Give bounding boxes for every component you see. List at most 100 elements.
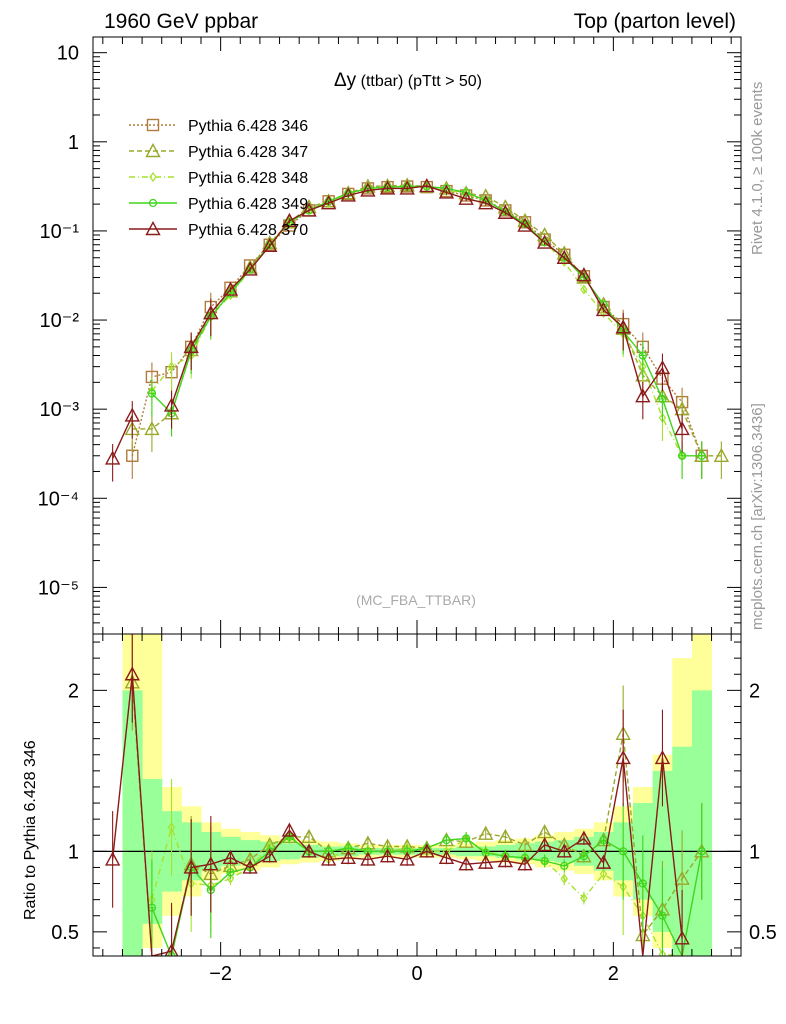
data-point: [497, 828, 514, 844]
data-point: [580, 284, 588, 295]
data-point: [360, 182, 376, 197]
data-point: [497, 204, 514, 219]
data-point: [167, 822, 176, 833]
data-point: [226, 873, 235, 884]
ratio-y-tick-label: 2: [68, 680, 79, 702]
data-point: [595, 301, 612, 317]
data-point: [419, 177, 435, 193]
data-point: [379, 180, 396, 195]
legend-label: Pythia 6.428 347: [188, 144, 308, 161]
ratio-y-tick-label-right: 0.5: [749, 922, 777, 944]
legend-marker: [145, 143, 161, 158]
y-tick-label: 10⁻²: [40, 310, 80, 332]
legend-label: Pythia 6.428 348: [188, 170, 308, 187]
data-point: [576, 830, 592, 845]
side-label-mcplots: mcplots.cern.ch [arXiv:1306.3436]: [749, 403, 766, 630]
data-point: [674, 930, 690, 945]
data-point: [163, 397, 180, 412]
data-point: [124, 666, 140, 681]
data-point: [320, 851, 337, 866]
data-point: [301, 843, 317, 858]
ratio-series-group: [104, 634, 710, 956]
plot-title-symbol: Δy: [334, 70, 357, 91]
legend-marker: [145, 221, 161, 236]
data-point: [478, 825, 494, 840]
y-tick-label: 10⁻⁴: [38, 488, 79, 510]
series-line-s348: [151, 824, 683, 956]
header-left: 1960 GeV ppbar: [104, 10, 258, 33]
x-tick-label: −2: [209, 963, 232, 985]
ratio-plot-panel: 0.5 0.5 1 1 2 2 −2 0 2: [51, 633, 777, 985]
data-point: [203, 856, 219, 871]
legend-marker: [146, 118, 160, 132]
series-line-s347: [131, 682, 703, 956]
x-tick-label: 2: [608, 963, 619, 985]
legend: Pythia 6.428 346 Pythia 6.428 347 Pythia 6…: [129, 118, 308, 239]
data-point: [536, 234, 553, 249]
data-point: [340, 849, 356, 864]
data-point: [183, 859, 199, 874]
data-point: [674, 420, 690, 436]
data-point: [104, 450, 121, 465]
data-point: [262, 848, 278, 863]
data-point: [615, 319, 631, 334]
ratio-ylabel: Ratio to Pythia 6.428 346: [22, 740, 39, 920]
series-line-s370: [111, 415, 133, 459]
data-point: [281, 212, 298, 227]
y-tick-label: 10⁻¹: [40, 221, 80, 243]
data-point: [183, 338, 199, 354]
uncertainty-band-green: [122, 690, 143, 956]
legend-label: Pythia 6.428 346: [188, 118, 308, 135]
data-point: [478, 854, 494, 869]
data-point: [517, 856, 533, 871]
main-series-group: [104, 177, 730, 482]
data-point: [478, 195, 494, 210]
data-point: [438, 849, 455, 864]
watermark: (MC_FBA_TTBAR): [356, 592, 476, 608]
legend-label: Pythia 6.428 349: [188, 196, 308, 213]
data-point: [517, 836, 533, 852]
data-point: [301, 828, 317, 844]
legend-item: Pythia 6.428 349: [129, 196, 308, 213]
data-point: [281, 822, 298, 837]
data-point: [242, 859, 258, 874]
side-label-rivet: Rivet 4.1.0, ≥ 100k events: [749, 82, 766, 255]
data-point: [242, 261, 258, 276]
data-point: [379, 848, 396, 863]
data-point: [340, 187, 356, 202]
data-point: [580, 893, 588, 904]
data-point: [438, 184, 455, 199]
data-point: [674, 870, 690, 885]
data-point: [556, 249, 572, 264]
x-tick-label: 0: [411, 963, 422, 985]
data-point: [599, 868, 608, 879]
legend-item: Pythia 6.428 348: [129, 170, 308, 187]
data-point: [167, 361, 176, 372]
data-point: [615, 750, 631, 765]
data-point: [360, 851, 376, 866]
data-point: [576, 267, 592, 282]
legend-label: Pythia 6.428 370: [188, 222, 308, 239]
data-point: [399, 851, 415, 866]
data-point: [164, 943, 179, 956]
data-point: [654, 750, 671, 765]
ratio-y-tick-label: 1: [68, 841, 79, 863]
data-point: [144, 420, 160, 436]
data-point: [713, 447, 730, 462]
y-tick-label: 10⁻⁵: [38, 577, 79, 599]
data-point: [658, 949, 667, 956]
data-point: [124, 407, 140, 422]
plot-title-rest: (ttbar) (pTtt > 50): [356, 73, 482, 90]
ratio-y-tick-label-right: 1: [749, 841, 760, 863]
data-point: [517, 217, 533, 232]
data-point: [595, 854, 612, 869]
data-point: [536, 836, 553, 852]
data-point: [458, 190, 474, 205]
data-point: [226, 290, 235, 301]
data-point: [399, 180, 415, 195]
data-point: [222, 281, 239, 296]
ratio-y-tick-label: 0.5: [51, 922, 79, 944]
data-point: [320, 195, 337, 210]
data-point: [262, 237, 278, 253]
